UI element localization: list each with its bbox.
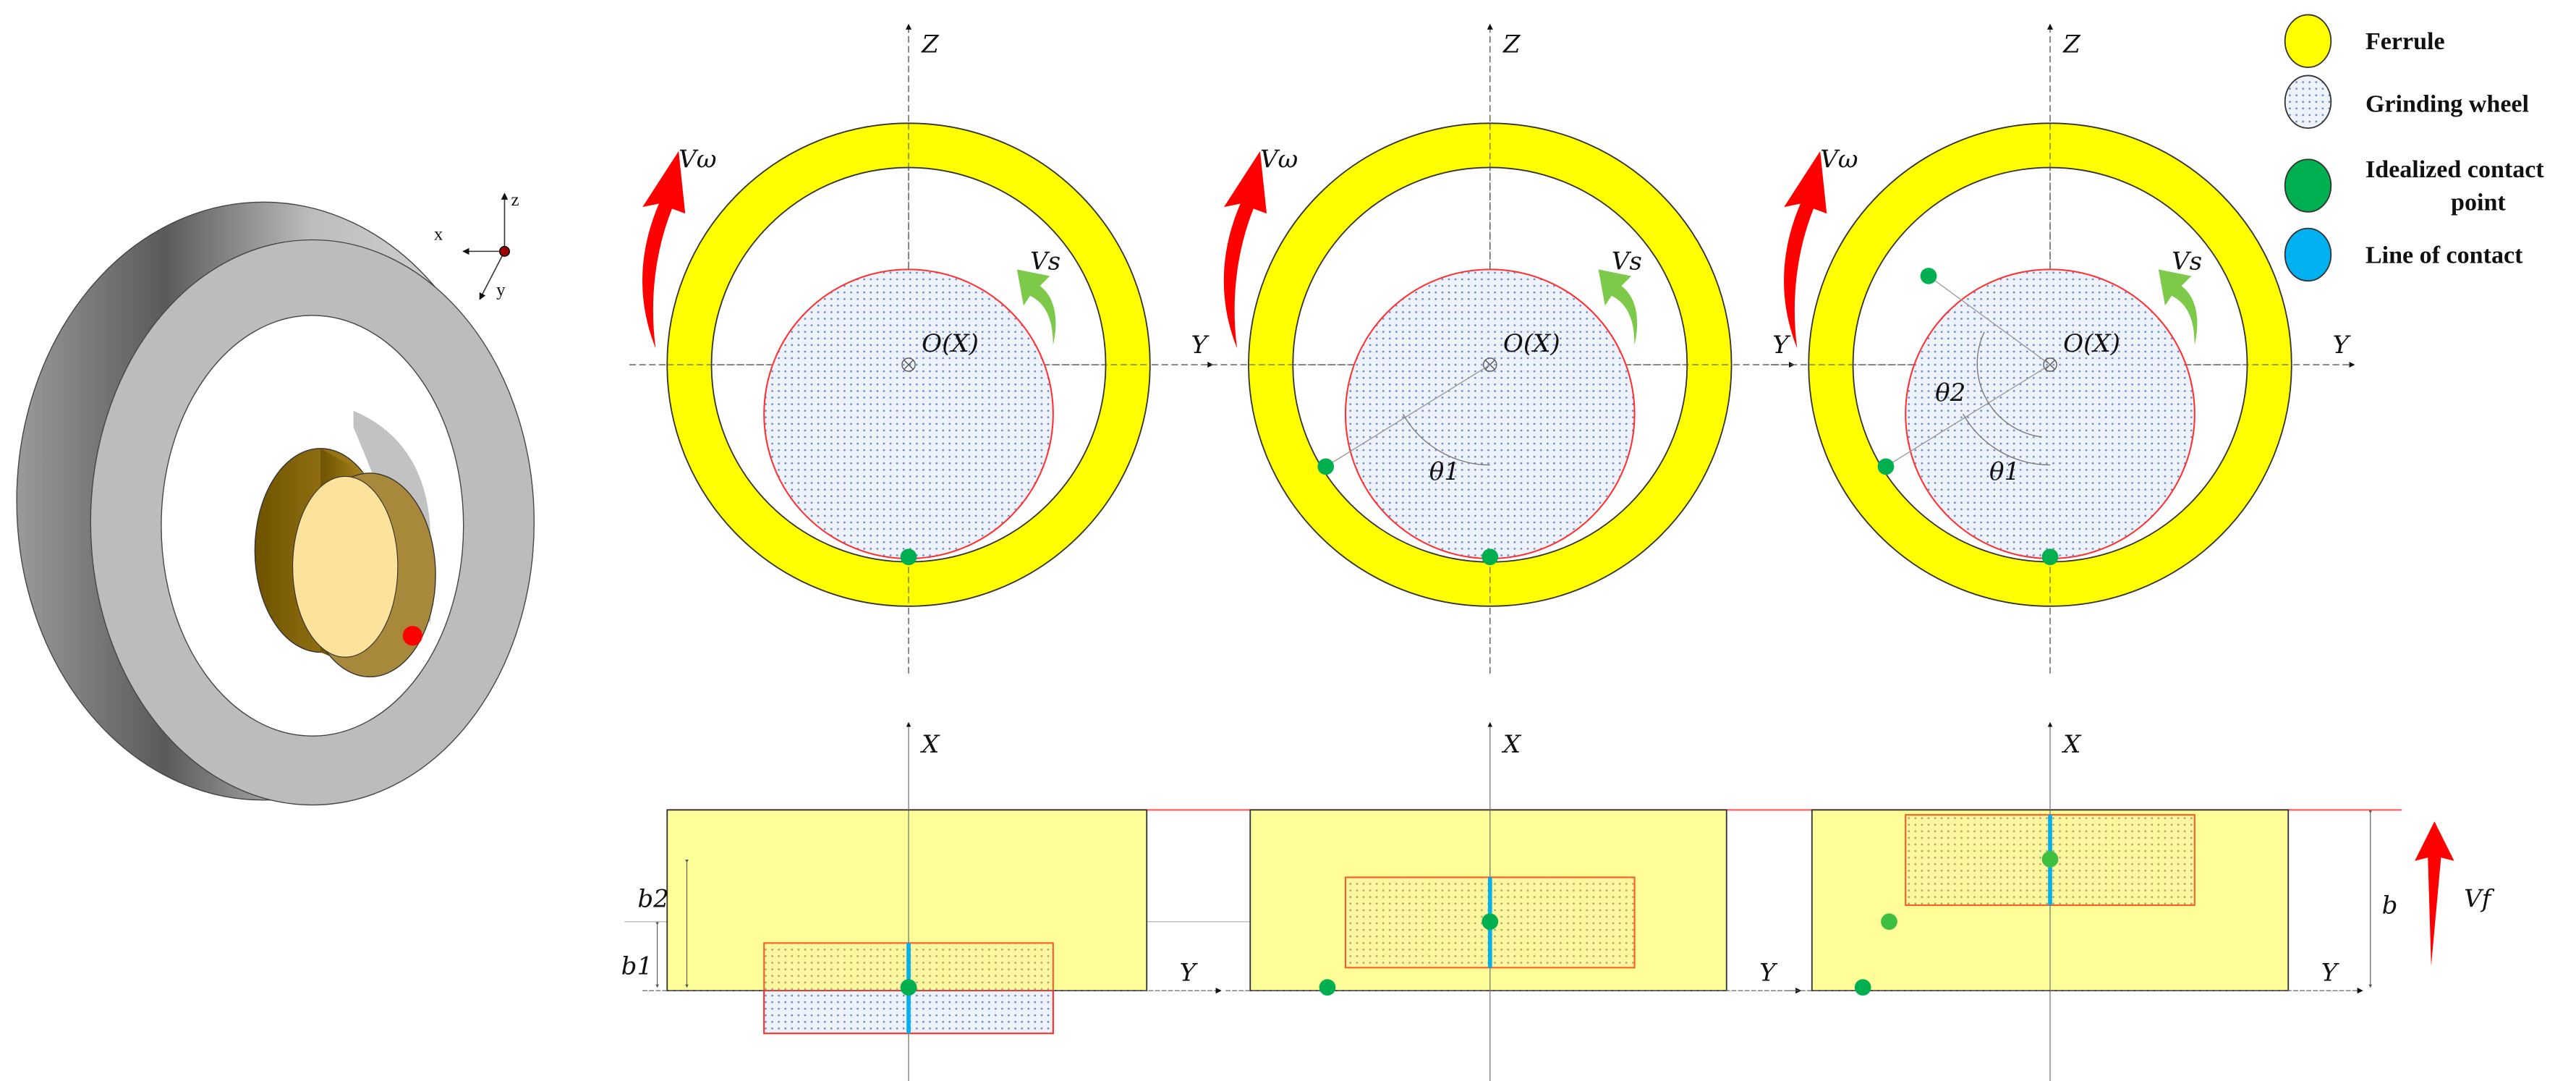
- legend-item-ferrule: Ferrule: [2284, 14, 2445, 68]
- theta1-label: θ1: [1429, 457, 1460, 486]
- triad-y-label: y: [496, 281, 506, 300]
- contact-point: [900, 548, 917, 566]
- feed-view-3: XY: [1787, 721, 2363, 1081]
- center-x-mark: [903, 359, 914, 370]
- grinding-wheel: [763, 268, 1054, 559]
- contact-point: [1854, 979, 1871, 996]
- z-axis-label: Z: [921, 30, 940, 59]
- center-mark-icon: [901, 357, 916, 372]
- svg-text:Ferrule: Ferrule: [2365, 28, 2445, 55]
- z-axis-label: Z: [1502, 30, 1521, 59]
- svg-text:Grinding wheel: Grinding wheel: [2365, 90, 2529, 117]
- x-axis-label: X: [2061, 730, 2082, 759]
- theta1-arc: [1963, 413, 2051, 466]
- legend-item-line-of-contact: Line of contact: [2284, 227, 2523, 282]
- contact-point: [1319, 979, 1336, 996]
- rotation-arrow-v-omega: [642, 151, 686, 349]
- contact-point: [900, 979, 917, 996]
- theta2-label: θ2: [1935, 378, 1965, 407]
- triad-z-label: z: [511, 190, 519, 210]
- grinding-wheel: [1344, 268, 1636, 559]
- feed-view-1: XY: [642, 721, 1222, 1081]
- contact-point: [2041, 548, 2059, 566]
- contact-point: [2041, 851, 2059, 868]
- contact-point: [1881, 913, 1897, 930]
- contact-point: [1482, 548, 1499, 566]
- rotation-arrow-v-omega: [1223, 151, 1267, 349]
- grinding-wheel-3d: [254, 448, 436, 678]
- b2-label: b2: [637, 884, 668, 913]
- v-omega-label: Vω: [679, 145, 716, 174]
- y-axis-label: Y: [1180, 958, 1199, 987]
- center-mark-icon: [2043, 357, 2057, 372]
- legend-item-contact-point: Idealized contact point: [2284, 156, 2544, 216]
- rotation-arrow-v-s: [1016, 269, 1056, 345]
- angle-ray: [1885, 364, 2051, 467]
- grinding-wheel: [1905, 268, 2195, 559]
- v-f-label: Vf: [2464, 884, 2495, 913]
- v-omega-label: Vω: [1260, 145, 1298, 174]
- v-s-label: Vs: [2172, 247, 2202, 276]
- b-label: b: [2382, 891, 2398, 920]
- rotation-arrow-v-s: [2158, 269, 2198, 345]
- contact-point: [1482, 913, 1499, 930]
- contact-point-3d: [402, 626, 422, 646]
- svg-text:Line of contact: Line of contact: [2365, 242, 2523, 268]
- cross-section-2: O(X) Z Y Vω Vs θ1: [1210, 23, 1795, 674]
- y-axis-label: Y: [1772, 331, 1791, 360]
- x-axis-label: X: [1501, 730, 1522, 759]
- triad-x-label: x: [434, 224, 443, 244]
- theta1-label: θ1: [1989, 457, 2020, 486]
- feed-arrow-v-f: [2415, 821, 2454, 967]
- ferrule-3d-model: z x y: [16, 190, 535, 806]
- v-s-label: Vs: [1612, 247, 1642, 276]
- y-axis-label: Y: [2321, 958, 2340, 987]
- angle-ray: [1928, 275, 2051, 365]
- x-axis-label: X: [919, 730, 940, 759]
- feed-view-2: XY: [1225, 721, 1802, 1081]
- cross-section-3: O(X) Z Y Vω Vs θ1 θ2: [1771, 23, 2355, 674]
- origin-label: O(X): [2063, 329, 2120, 358]
- origin-label: O(X): [922, 329, 979, 358]
- theta1-arc: [1402, 413, 1490, 466]
- v-s-label: Vs: [1030, 247, 1060, 276]
- rotation-arrow-v-omega: [1784, 151, 1827, 349]
- svg-text:Idealized contact: Idealized contact: [2365, 156, 2544, 183]
- v-omega-label: Vω: [1820, 145, 1858, 174]
- contact-point: [1877, 458, 1895, 475]
- contact-point: [1920, 268, 1937, 284]
- svg-text:point: point: [2451, 190, 2506, 216]
- legend: Ferrule Grinding wheel Idealized contact…: [2284, 14, 2544, 282]
- y-axis-label: Y: [1191, 331, 1210, 360]
- coordinate-triad: z x y: [434, 190, 519, 300]
- rotation-arrow-v-s: [1598, 269, 1638, 345]
- angle-ray: [1325, 364, 1491, 467]
- legend-item-grinding-wheel: Grinding wheel: [2284, 75, 2529, 130]
- y-axis-label: Y: [2333, 331, 2352, 360]
- origin-label: O(X): [1503, 329, 1560, 358]
- theta2-arc: [1976, 331, 2042, 438]
- cross-section-1: O(X) Z Y Vω Vs: [629, 23, 1214, 674]
- z-axis-label: Z: [2062, 30, 2081, 59]
- contact-point: [1317, 458, 1335, 475]
- center-mark-icon: [1483, 357, 1497, 372]
- y-axis-label: Y: [1759, 958, 1778, 987]
- b1-label: b1: [621, 951, 652, 980]
